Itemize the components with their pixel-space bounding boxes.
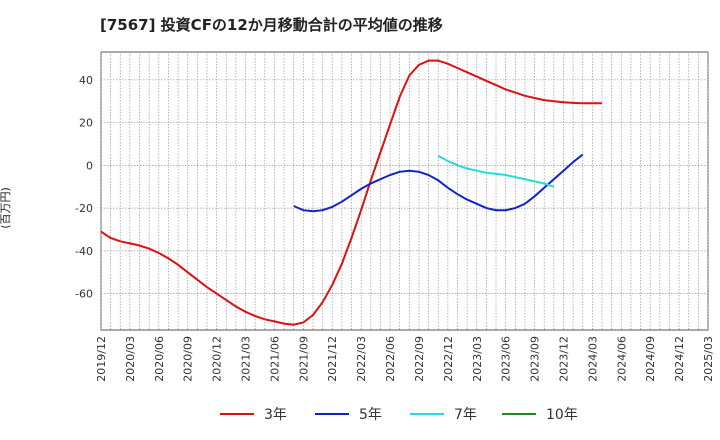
series-lines	[100, 59, 602, 326]
legend: 3年 5年 7年 10年	[220, 407, 578, 423]
x-tick-label: 2020/06	[153, 336, 166, 382]
series-line	[437, 154, 555, 188]
x-tick-label: 2023/06	[500, 336, 513, 382]
x-tick-label: 2021/12	[326, 336, 339, 382]
y-tick-label: 40	[79, 74, 93, 87]
x-tick-label: 2024/12	[673, 336, 686, 382]
x-tick-label: 2020/12	[211, 336, 224, 382]
plot-area	[100, 51, 709, 331]
x-tick-labels: 2019/12 2020/03 2020/06 2020/09 2020/12 2021/…	[95, 336, 715, 382]
x-tick-label: 2019/12	[95, 336, 108, 382]
x-tick-label: 2024/06	[615, 336, 628, 382]
y-tick-label: 0	[86, 159, 93, 172]
legend-label: 3年	[264, 407, 287, 423]
x-tick-label: 2024/03	[586, 336, 599, 382]
x-tick-label: 2021/03	[240, 336, 253, 382]
x-tick-label: 2022/03	[355, 336, 368, 382]
x-tick-label: 2022/09	[413, 336, 426, 382]
x-tick-label: 2023/09	[529, 336, 542, 382]
x-tick-label: 2021/09	[297, 336, 310, 382]
x-tick-label: 2021/06	[268, 336, 281, 382]
legend-label: 5年	[359, 407, 382, 423]
x-tick-label: 2023/12	[557, 336, 570, 382]
x-tick-label: 2024/09	[644, 336, 657, 382]
chart-title: [7567] 投資CFの12か月移動合計の平均値の推移	[100, 16, 443, 34]
y-tick-label: -60	[75, 288, 93, 301]
series-line	[293, 153, 584, 213]
x-tick-label: 2023/03	[471, 336, 484, 382]
x-tick-label: 2025/03	[702, 336, 715, 382]
y-tick-label: -20	[75, 202, 93, 215]
series-line	[100, 59, 602, 326]
x-tick-label: 2022/12	[442, 336, 455, 382]
x-tick-label: 2020/09	[182, 336, 195, 382]
legend-label: 10年	[546, 407, 578, 423]
x-tick-label: 2022/06	[384, 336, 397, 382]
y-tick-label: 20	[79, 117, 93, 130]
y-tick-labels: 40 20 0 -20 -40 -60	[75, 74, 93, 301]
x-tick-label: 2020/03	[124, 336, 137, 382]
y-tick-label: -40	[75, 245, 93, 258]
legend-label: 7年	[454, 407, 477, 423]
